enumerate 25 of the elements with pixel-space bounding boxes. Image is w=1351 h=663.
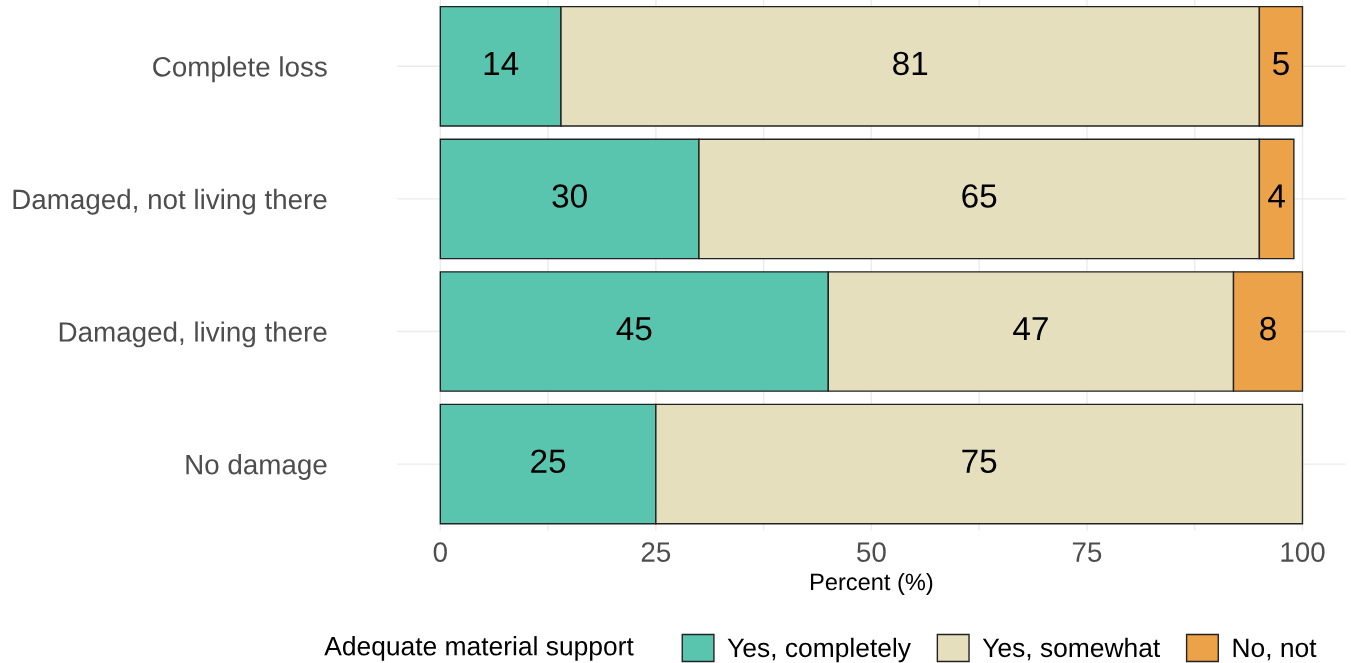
- x-axis-title: Percent (%): [811, 572, 933, 595]
- legend-title: Adequate material support: [324, 636, 634, 661]
- y-tick-label: Damaged, living there: [59, 321, 327, 348]
- data-label: 4: [1268, 184, 1285, 208]
- legend-label: Yes, somewhat: [982, 637, 1161, 661]
- data-label: 30: [552, 184, 587, 208]
- data-label: 65: [962, 184, 997, 208]
- data-label: 47: [1013, 317, 1048, 341]
- data-label: 81: [893, 51, 928, 76]
- data-label: 45: [616, 317, 652, 341]
- legend-label: Yes, completely: [727, 637, 911, 663]
- data-label: 25: [531, 449, 566, 474]
- legend-label: No, not: [1233, 638, 1317, 661]
- data-label: 14: [484, 51, 519, 75]
- y-tick-label: Damaged, not living there: [13, 188, 327, 215]
- y-tick-label: No damage: [186, 454, 327, 480]
- x-tick-label: 25: [641, 542, 671, 562]
- x-tick-label: 75: [1072, 542, 1102, 562]
- data-label: 75: [962, 449, 997, 474]
- x-tick-label: 0: [433, 542, 447, 562]
- y-tick-label: Complete loss: [153, 56, 327, 83]
- x-tick-label: 100: [1281, 542, 1325, 562]
- x-tick-label: 50: [857, 542, 886, 562]
- data-label: 5: [1273, 51, 1289, 76]
- data-label: 8: [1260, 316, 1276, 341]
